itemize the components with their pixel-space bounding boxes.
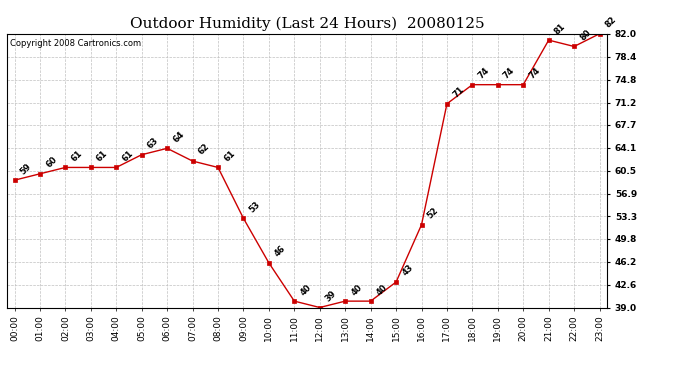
Text: 62: 62 <box>197 142 211 157</box>
Text: 61: 61 <box>222 148 237 163</box>
Text: 40: 40 <box>375 282 389 297</box>
Text: 82: 82 <box>604 15 618 30</box>
Text: 71: 71 <box>451 85 466 100</box>
Text: 43: 43 <box>400 263 415 278</box>
Text: 53: 53 <box>248 200 262 214</box>
Title: Outdoor Humidity (Last 24 Hours)  20080125: Outdoor Humidity (Last 24 Hours) 2008012… <box>130 17 484 31</box>
Text: 80: 80 <box>578 28 593 42</box>
Text: 81: 81 <box>553 21 567 36</box>
Text: 61: 61 <box>121 148 135 163</box>
Text: 46: 46 <box>273 244 288 259</box>
Text: 61: 61 <box>95 148 110 163</box>
Text: 64: 64 <box>171 129 186 144</box>
Text: 74: 74 <box>477 66 491 81</box>
Text: 61: 61 <box>70 148 84 163</box>
Text: 52: 52 <box>426 206 440 220</box>
Text: 60: 60 <box>44 155 59 170</box>
Text: 40: 40 <box>299 282 313 297</box>
Text: 39: 39 <box>324 289 338 303</box>
Text: 40: 40 <box>349 282 364 297</box>
Text: 74: 74 <box>502 66 517 81</box>
Text: 59: 59 <box>19 161 33 176</box>
Text: 63: 63 <box>146 136 161 150</box>
Text: 74: 74 <box>527 66 542 81</box>
Text: Copyright 2008 Cartronics.com: Copyright 2008 Cartronics.com <box>10 39 141 48</box>
